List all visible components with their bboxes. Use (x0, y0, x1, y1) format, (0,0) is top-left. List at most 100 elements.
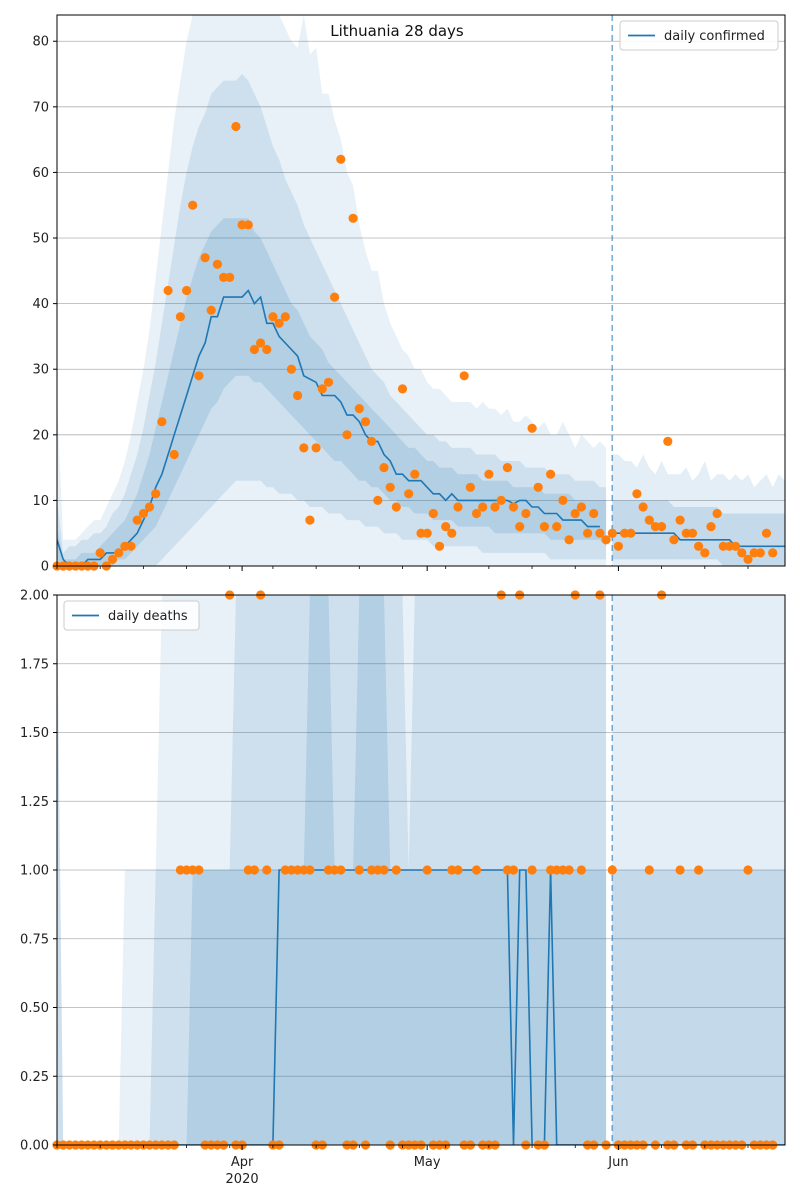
observed-point (737, 548, 747, 558)
observed-point (700, 548, 710, 558)
observed-point (755, 548, 765, 558)
observed-point (379, 865, 389, 875)
observed-point (274, 318, 284, 328)
observed-point (570, 508, 580, 519)
observed-point (126, 541, 136, 551)
observed-point (576, 865, 587, 875)
legend-box (619, 20, 779, 51)
observed-point (607, 865, 617, 875)
observed-point (330, 292, 340, 302)
observed-point (471, 508, 482, 519)
y-tick-label: 1.50 (20, 726, 49, 741)
observed-point (163, 285, 173, 296)
observed-point (508, 502, 519, 512)
observed-point (546, 469, 556, 479)
observed-point (694, 865, 704, 875)
y-tick-label: 50 (32, 232, 49, 247)
y-tick-label: 1.00 (20, 864, 49, 879)
forecast-band-outer (612, 454, 785, 566)
observed-point (336, 865, 346, 875)
observed-point (478, 502, 488, 512)
observed-point (404, 489, 414, 499)
observed-point (243, 220, 253, 230)
legend: daily confirmed (619, 20, 779, 51)
observed-point (323, 377, 334, 387)
observed-point (490, 502, 500, 512)
y-tick-label: 60 (32, 166, 49, 181)
observed-point (731, 541, 741, 551)
observed-point (157, 417, 167, 427)
observed-point (626, 528, 636, 538)
plot-area (57, 15, 785, 566)
observed-point (644, 865, 654, 875)
observed-point (768, 548, 778, 558)
observed-point (342, 430, 352, 440)
observed-point (249, 344, 259, 355)
observed-point (595, 528, 605, 538)
observed-point (422, 865, 432, 875)
observed-point (206, 305, 216, 315)
observed-point (576, 502, 587, 512)
observed-point (182, 285, 192, 296)
observed-point (496, 495, 506, 505)
observed-point (422, 528, 432, 538)
observed-points (52, 121, 778, 571)
observed-point (225, 272, 235, 282)
observed-point (712, 508, 722, 519)
observed-point (694, 541, 704, 551)
observed-point (663, 436, 673, 446)
observed-point (354, 404, 364, 414)
observed-point (484, 469, 494, 479)
observed-point (391, 865, 401, 875)
x-year-label: 2020 (226, 1172, 259, 1187)
axes-frame (56, 14, 786, 567)
observed-point (638, 502, 648, 512)
x-tick-label: Apr (231, 1155, 254, 1170)
observed-point (453, 502, 463, 512)
band-inner (57, 218, 607, 566)
observed-point (397, 384, 408, 394)
observed-point (231, 121, 241, 132)
observed-point (194, 865, 204, 875)
observed-point (521, 508, 531, 519)
observed-point (367, 436, 377, 446)
confirmed-panel: 0 10 20 30 40 50 60 70 80 Lithuania 28 days daily … (32, 14, 786, 575)
observed-point (132, 515, 142, 525)
observed-point (385, 482, 395, 492)
observed-point (743, 865, 753, 875)
band-outer (57, 15, 607, 566)
forecast-band-inner (612, 870, 785, 1145)
observed-point (533, 482, 543, 492)
observed-point (428, 508, 438, 519)
observed-point (144, 502, 155, 512)
observed-point (564, 535, 574, 545)
band-middle (57, 74, 607, 566)
observed-point (564, 865, 574, 875)
observed-point (761, 528, 772, 538)
observed-point (336, 154, 346, 164)
y-tick-label: 80 (32, 35, 49, 50)
observed-point (589, 508, 599, 519)
y-tick-label: 2.00 (20, 589, 49, 604)
x-tick-label: May (414, 1155, 441, 1170)
observed-point (558, 495, 568, 505)
observed-point (212, 259, 222, 269)
observed-point (95, 548, 105, 558)
y-tick-label: 0 (41, 560, 49, 575)
observed-point (194, 371, 204, 381)
observed-point (743, 554, 753, 565)
observed-point (453, 865, 463, 875)
y-tick-label: 30 (32, 363, 49, 378)
observed-point (373, 495, 383, 505)
observed-point (447, 528, 457, 538)
observed-point (471, 865, 482, 875)
observed-point (607, 528, 617, 538)
observed-point (508, 865, 519, 875)
observed-point (465, 482, 475, 492)
observed-point (268, 312, 278, 322)
observed-point (601, 535, 611, 545)
observed-point (175, 312, 185, 322)
observed-point (262, 344, 272, 355)
deaths-panel: 0.00 0.25 0.50 0.75 1.00 1.25 1.50 1.75 2.00 Apr M… (20, 589, 786, 1187)
series-line (57, 869, 785, 1145)
